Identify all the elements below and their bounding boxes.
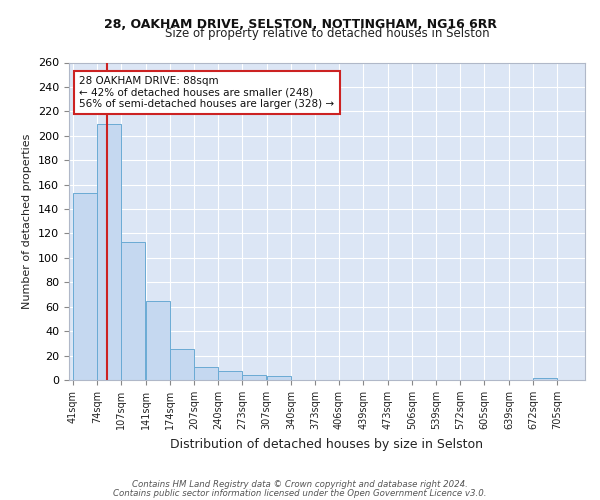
Bar <box>267 376 291 380</box>
Bar <box>146 300 170 380</box>
Bar <box>533 378 557 380</box>
Title: Size of property relative to detached houses in Selston: Size of property relative to detached ho… <box>164 28 490 40</box>
Bar <box>218 372 242 380</box>
Bar <box>121 242 145 380</box>
Y-axis label: Number of detached properties: Number of detached properties <box>22 134 32 309</box>
Bar <box>194 366 218 380</box>
Text: 28, OAKHAM DRIVE, SELSTON, NOTTINGHAM, NG16 6RR: 28, OAKHAM DRIVE, SELSTON, NOTTINGHAM, N… <box>104 18 497 30</box>
Bar <box>242 375 266 380</box>
Text: Contains public sector information licensed under the Open Government Licence v3: Contains public sector information licen… <box>113 490 487 498</box>
X-axis label: Distribution of detached houses by size in Selston: Distribution of detached houses by size … <box>170 438 484 450</box>
Text: 28 OAKHAM DRIVE: 88sqm
← 42% of detached houses are smaller (248)
56% of semi-de: 28 OAKHAM DRIVE: 88sqm ← 42% of detached… <box>79 76 334 109</box>
Bar <box>73 193 97 380</box>
Text: Contains HM Land Registry data © Crown copyright and database right 2024.: Contains HM Land Registry data © Crown c… <box>132 480 468 489</box>
Bar <box>97 124 121 380</box>
Bar <box>170 350 194 380</box>
